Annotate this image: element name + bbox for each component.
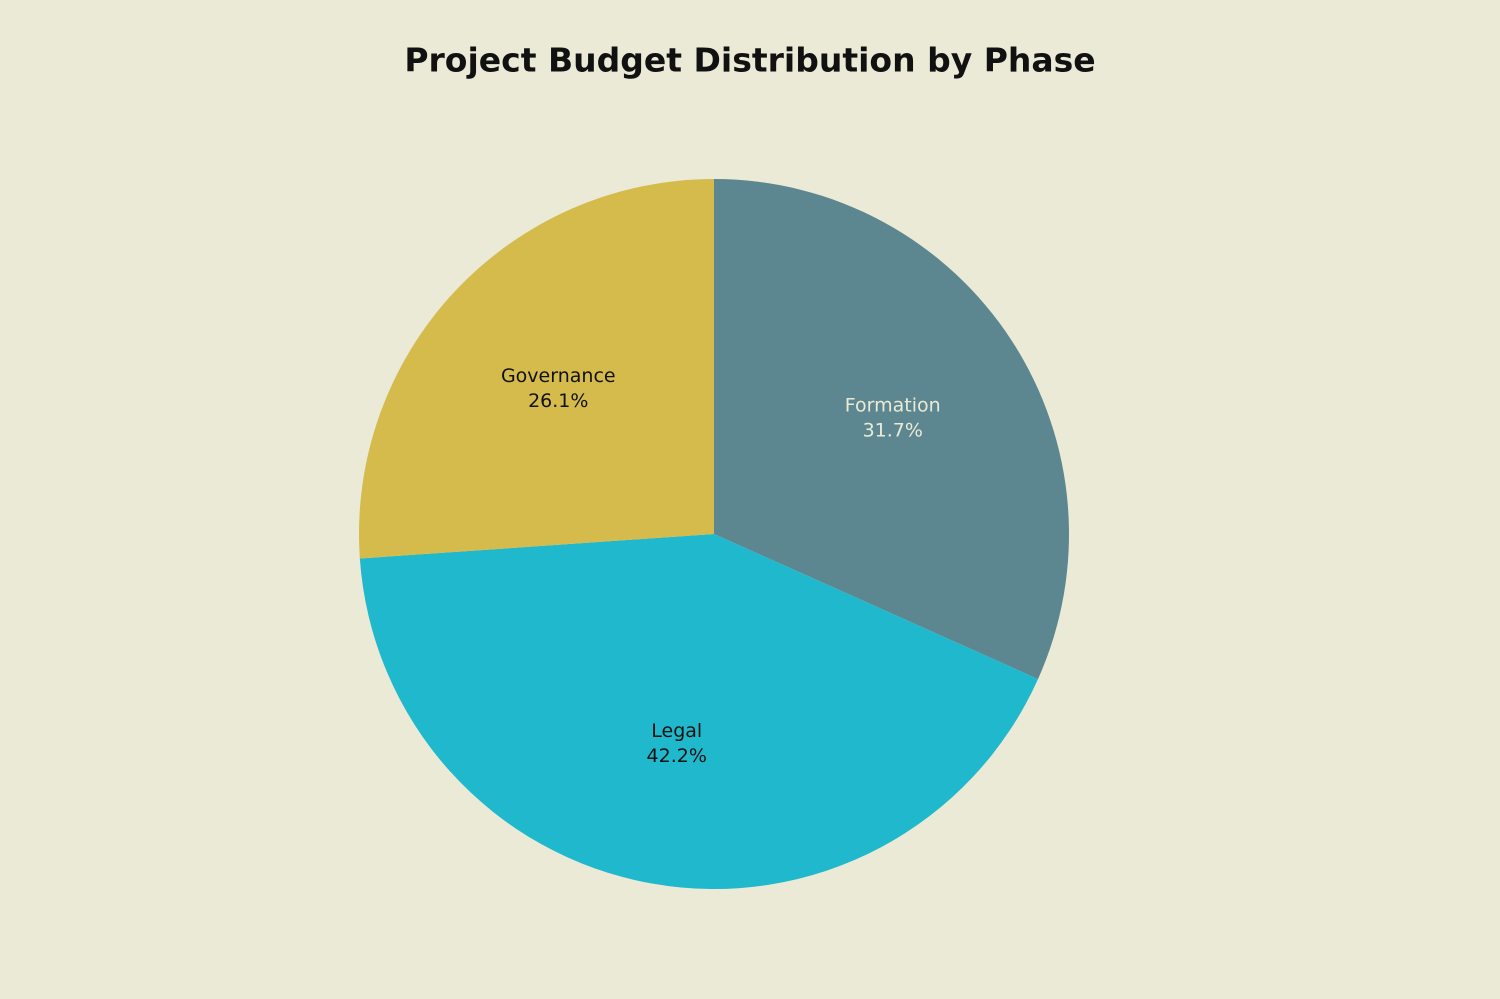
pie-slice [358,179,714,559]
slice-label: Formation [845,395,941,417]
slice-label: Legal [651,720,702,742]
slice-label: Governance [501,365,616,387]
slice-value-label: 26.1% [528,390,588,412]
slice-value-label: 42.2% [647,745,707,767]
slice-value-label: 31.7% [863,420,923,442]
chart-title: Project Budget Distribution by Phase [404,41,1095,80]
pie-slice [359,534,1039,889]
pie-slice [714,179,1069,680]
